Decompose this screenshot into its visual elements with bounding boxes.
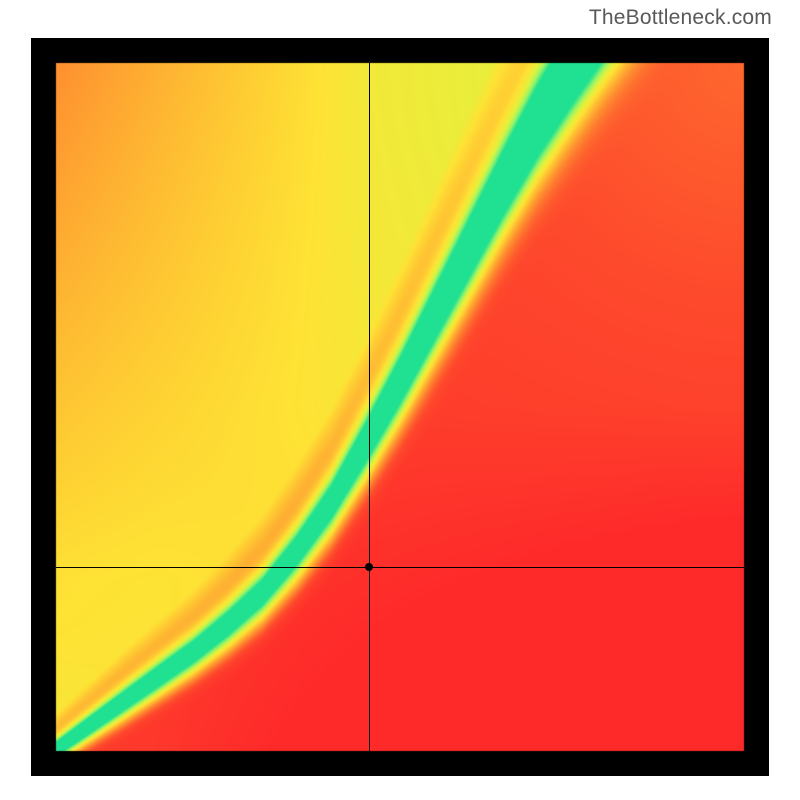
chart-container: TheBottleneck.com [0,0,800,800]
plot-frame [31,38,769,776]
watermark-text: TheBottleneck.com [589,6,772,30]
heatmap-canvas [31,38,769,776]
crosshair-dot [365,563,373,571]
crosshair-vertical [369,63,370,751]
crosshair-horizontal [56,567,744,568]
